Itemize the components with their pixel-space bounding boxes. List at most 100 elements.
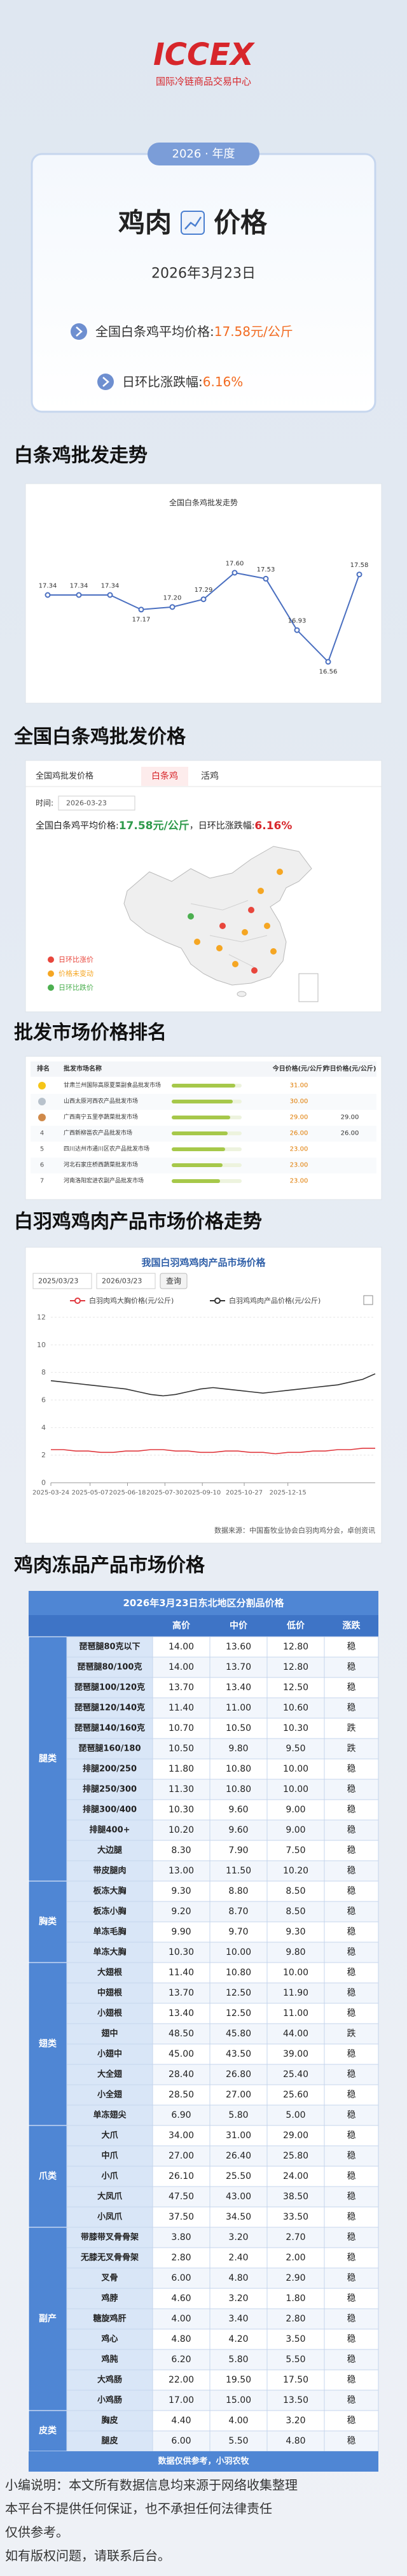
name-cell <box>66 2023 153 2045</box>
price-cell: 12.80 <box>283 1642 308 1652</box>
logo: ICCEX <box>153 37 255 73</box>
price-cell: 3.80 <box>171 2232 191 2243</box>
value-cell <box>209 1718 268 1739</box>
value-cell <box>152 1840 210 1861</box>
group-label: 爪类 <box>39 2171 57 2181</box>
group-label: 翅类 <box>38 2038 57 2049</box>
value-cell <box>152 2308 210 2330</box>
price-cell: 3.20 <box>286 2416 305 2426</box>
price-cell: 24.00 <box>283 2171 308 2181</box>
legend-label: 价格未变动 <box>59 969 93 978</box>
price-cell: 稳 <box>347 2110 356 2120</box>
price-cell: 稳 <box>347 2355 356 2365</box>
map-dot[interactable] <box>194 939 200 945</box>
tab[interactable]: 活鸡 <box>201 771 219 781</box>
value-cell <box>152 1880 210 1902</box>
avg-label: 全国白条鸡平均价格: <box>36 820 119 831</box>
price-cell: 44.00 <box>283 2029 308 2039</box>
download-icon[interactable] <box>363 1295 373 1305</box>
data-label: 17.34 <box>39 583 57 590</box>
china-map <box>123 846 312 986</box>
product-name: 板冻小胸 <box>93 1907 126 1917</box>
map-dot[interactable] <box>248 907 254 913</box>
value-cell <box>266 1656 325 1678</box>
bar-fill <box>172 1100 233 1103</box>
name-cell <box>66 1921 153 1943</box>
value-cell <box>266 1799 325 1821</box>
map-dot[interactable] <box>232 961 238 967</box>
note-line: 本平台不提供任何保证，也不承担任何法律责任 <box>5 2501 272 2516</box>
section-heading: 批发市场价格排名 <box>14 1022 167 1044</box>
price-cell: 34.50 <box>226 2212 251 2222</box>
market-name: 四川达州市通川区农产品批发市场 <box>64 1145 149 1152</box>
value-cell <box>209 1880 268 1902</box>
value-cell <box>209 2288 268 2309</box>
value-cell <box>324 1799 379 1821</box>
price-cell: 45.00 <box>169 2049 194 2059</box>
map-dot[interactable] <box>251 967 258 974</box>
map-dot[interactable] <box>242 929 248 935</box>
price-cell: 9.80 <box>228 1744 248 1754</box>
table-header-bg <box>29 1615 378 1637</box>
trend-point <box>356 571 362 578</box>
column-header: 涨跌 <box>343 1621 361 1631</box>
tab[interactable]: 白条鸡 <box>151 771 178 781</box>
price-cell: 稳 <box>347 2273 356 2283</box>
price-cell: 10.30 <box>169 1947 194 1957</box>
value-cell <box>324 2023 379 2045</box>
price-cell: 稳 <box>347 2395 356 2405</box>
date-input[interactable] <box>58 795 135 811</box>
map-dot[interactable] <box>264 923 270 929</box>
data-label: 17.17 <box>132 616 151 623</box>
value-cell <box>152 2206 210 2228</box>
value-cell <box>152 2410 210 2432</box>
value-cell <box>152 2145 210 2167</box>
today-price: 23.00 <box>290 1178 308 1185</box>
y-tick-label: 4 <box>41 1424 46 1432</box>
product-name: 琵琶腿80/100克 <box>78 1662 142 1672</box>
map-summary: 全国白条鸡平均价格:17.58元/公斤，日环比涨跌幅:6.16% <box>36 820 292 832</box>
value-cell <box>266 1738 325 1760</box>
price-cell: 10.70 <box>169 1723 194 1733</box>
map-dot[interactable] <box>277 869 283 875</box>
value-cell <box>266 1901 325 1922</box>
y-tick-label: 8 <box>41 1368 46 1376</box>
value-cell <box>324 2308 379 2330</box>
value-cell <box>209 2043 268 2065</box>
query-button[interactable] <box>160 1273 188 1289</box>
value-cell <box>324 2186 379 2208</box>
value-cell <box>152 2125 210 2146</box>
date-input[interactable] <box>32 1273 92 1289</box>
map-dot[interactable] <box>270 948 277 955</box>
today-price: 26.00 <box>290 1130 308 1137</box>
card-date: 2026年3月23日 <box>151 266 256 282</box>
value-cell <box>266 2084 325 2106</box>
price-cell: 4.80 <box>228 2273 248 2283</box>
south-sea-inset <box>298 973 319 1002</box>
name-cell <box>66 2328 153 2350</box>
map-dot[interactable] <box>188 913 194 920</box>
price-cell: 稳 <box>347 1866 356 1876</box>
price-cell: 2.90 <box>286 2273 305 2283</box>
product-name: 单冻翅尖 <box>93 2110 126 2120</box>
name-cell <box>66 1779 153 1800</box>
name-cell <box>66 1880 153 1902</box>
map-dot[interactable] <box>219 923 226 929</box>
price-cell: 稳 <box>347 1764 356 1774</box>
bar-fill <box>172 1163 223 1167</box>
map-dot[interactable] <box>216 945 223 951</box>
value-cell <box>152 1982 210 2004</box>
series-line <box>51 1448 375 1455</box>
value-cell <box>152 2430 210 2452</box>
value-cell <box>152 2104 210 2126</box>
rank: 5 <box>40 1146 44 1153</box>
value-cell <box>209 2166 268 2187</box>
map-dot[interactable] <box>258 888 264 894</box>
change-value: 6.16% <box>254 820 292 832</box>
price-cell: 5.50 <box>286 2355 305 2365</box>
change-rate: 日环比涨跌幅:6.16% <box>122 374 243 389</box>
rank: 6 <box>40 1162 44 1169</box>
legend-label: 白羽肉鸡大胸价格(元/公斤) <box>89 1296 174 1305</box>
date-input[interactable] <box>96 1273 156 1289</box>
